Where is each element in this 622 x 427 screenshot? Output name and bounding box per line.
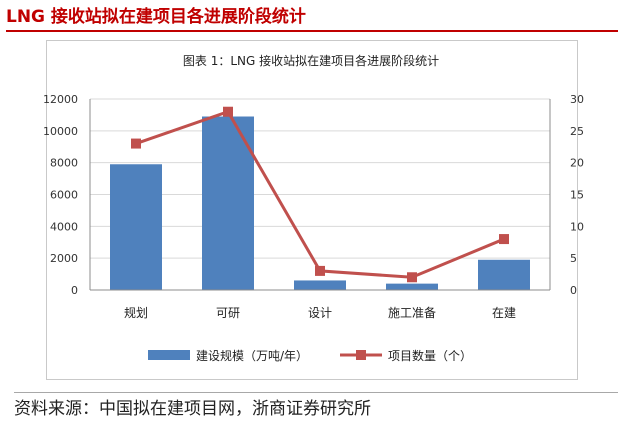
x-tick-label: 施工准备: [388, 306, 436, 320]
y-right-tick-label: 15: [570, 189, 584, 202]
y-left-tick-label: 2000: [50, 252, 78, 265]
x-tick-label: 规划: [124, 305, 148, 320]
legend-label-bar: 建设规模（万吨/年）: [196, 348, 308, 363]
bar: [478, 259, 530, 290]
bar: [202, 116, 254, 290]
y-left-tick-label: 10000: [43, 125, 78, 138]
bar: [294, 280, 346, 290]
y-left-tick-label: 12000: [43, 93, 78, 106]
y-left-tick-label: 6000: [50, 189, 78, 202]
line-point: [315, 265, 325, 276]
legend-label-line: 项目数量（个）: [388, 348, 472, 363]
x-tick-label: 设计: [308, 306, 332, 320]
x-tick-label: 可研: [216, 306, 240, 320]
chart-title: 图表 1：LNG 接收站拟在建项目各进展阶段统计: [183, 53, 439, 68]
legend: 建设规模（万吨/年） 项目数量（个）: [148, 348, 472, 363]
y-right-tick-label: 30: [570, 93, 584, 106]
x-tick-label: 在建: [492, 306, 516, 320]
bar-layer: [110, 116, 530, 290]
line-point: [131, 138, 141, 149]
grid-layer: [90, 98, 550, 291]
y-left-tick-label: 4000: [50, 220, 78, 233]
axis-layer: 0 2000 4000 6000 8000 10000 12000 0 5 10 15 20 25 30 规…: [43, 93, 584, 320]
bar: [386, 283, 438, 290]
line-point: [499, 234, 509, 245]
page-heading: LNG 接收站拟在建项目各进展阶段统计: [6, 4, 618, 32]
legend-swatch-marker: [356, 350, 366, 360]
legend-swatch-bar: [148, 350, 190, 360]
source-note: 资料来源：中国拟在建项目网，浙商证券研究所: [14, 392, 618, 425]
y-right-tick-label: 10: [570, 220, 584, 233]
y-right-tick-label: 0: [570, 284, 577, 297]
bar: [110, 164, 162, 290]
y-left-tick-label: 0: [71, 284, 78, 297]
line-layer: [131, 106, 509, 283]
line-point: [223, 106, 233, 117]
y-right-tick-label: 20: [570, 157, 584, 170]
y-left-tick-label: 8000: [50, 157, 78, 170]
line-point: [407, 272, 417, 283]
y-right-tick-label: 5: [570, 252, 577, 265]
y-right-tick-label: 25: [570, 125, 584, 138]
